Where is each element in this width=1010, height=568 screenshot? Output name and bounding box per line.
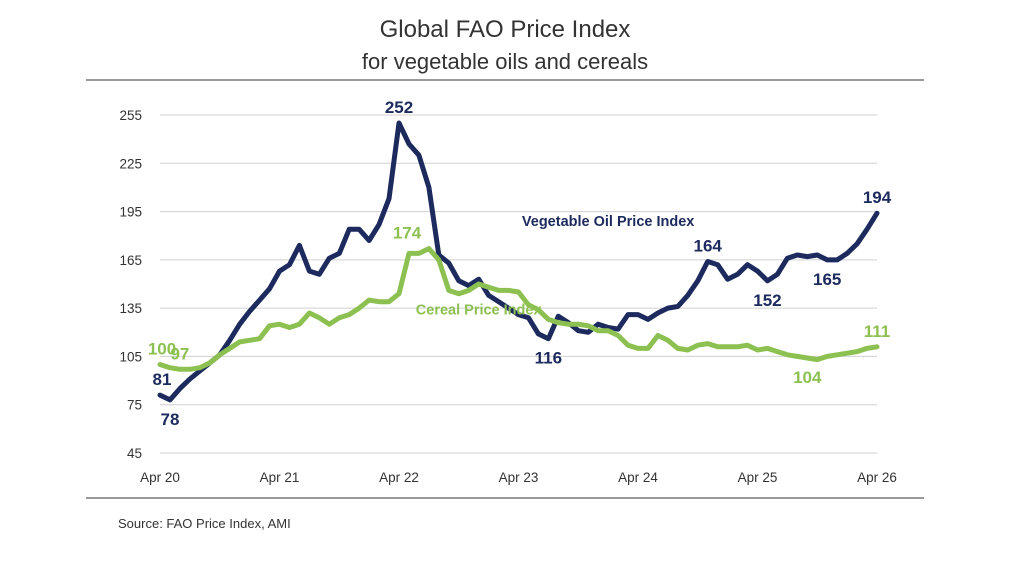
data-label: 81	[153, 370, 172, 389]
data-label: 164	[694, 236, 723, 255]
y-tick-label: 195	[119, 205, 142, 220]
source-note: Source: FAO Price Index, AMI	[118, 516, 291, 531]
cereal-series-line	[157, 246, 880, 372]
x-tick-label: Apr 22	[379, 470, 419, 485]
data-label: 97	[170, 344, 189, 363]
data-label: 111	[864, 322, 891, 341]
y-tick-label: 255	[119, 108, 142, 123]
vegetable-oil-series-line	[157, 120, 880, 403]
series-lines	[157, 120, 880, 403]
y-tick-label: 165	[119, 253, 142, 268]
y-tick-label: 75	[127, 398, 142, 413]
y-tick-label: 45	[127, 446, 142, 461]
x-tick-label: Apr 26	[857, 470, 897, 485]
y-tick-label: 105	[119, 349, 142, 364]
data-label: 116	[535, 349, 562, 368]
y-tick-label: 225	[119, 156, 142, 171]
data-label: 100	[148, 339, 176, 358]
data-label: 165	[813, 270, 841, 289]
y-axis: 45 75 105 135 165 195 225 255	[119, 108, 142, 461]
data-label: 252	[385, 98, 413, 117]
x-axis: Apr 20 Apr 21 Apr 22 Apr 23 Apr 24 Apr 25 Apr …	[140, 470, 897, 485]
chart-title: Global FAO Price Index	[379, 16, 631, 43]
y-tick-label: 135	[119, 301, 142, 316]
series-labels: Vegetable Oil Price Index Cereal Price In…	[416, 214, 695, 319]
x-tick-label: Apr 25	[738, 470, 778, 485]
data-label: 104	[793, 368, 822, 387]
cereal-label: Cereal Price Index	[416, 303, 542, 319]
x-tick-label: Apr 24	[618, 470, 658, 485]
vegetable-oil-label: Vegetable Oil Price Index	[522, 214, 694, 230]
data-label: 174	[393, 224, 422, 243]
grid	[160, 114, 877, 454]
chart-subtitle: for vegetable oils and cereals	[361, 49, 649, 74]
data-label: 152	[753, 291, 781, 310]
x-tick-label: Apr 21	[260, 470, 300, 485]
x-tick-label: Apr 20	[140, 470, 180, 485]
data-label: 78	[160, 410, 179, 429]
data-label: 194	[863, 188, 892, 207]
x-tick-label: Apr 23	[499, 470, 539, 485]
